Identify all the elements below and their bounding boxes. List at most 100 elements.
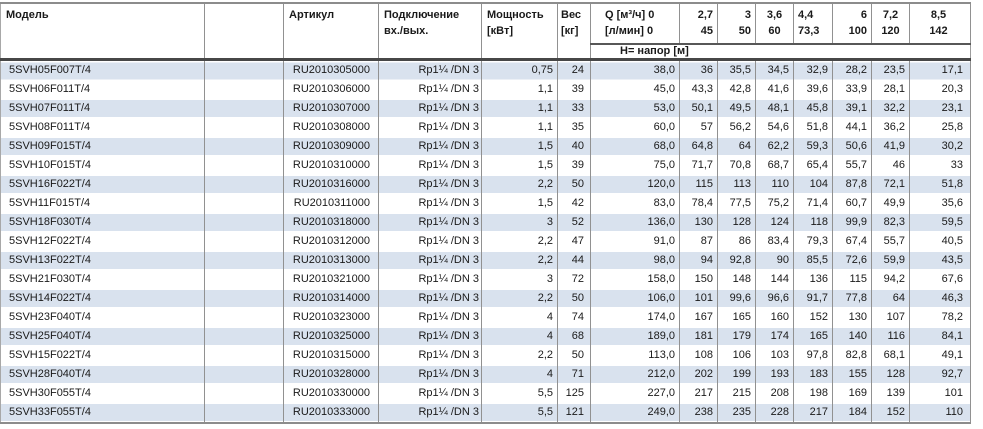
head-value-cell: 106 <box>717 346 756 365</box>
power-cell: 1,1 <box>481 99 558 118</box>
model-cell: 5SVH10F015T/4 <box>0 156 205 175</box>
head-value-cell: 59,5 <box>909 213 971 232</box>
head-value-cell: 96,6 <box>755 289 794 308</box>
head-value-cell: 107 <box>871 308 910 327</box>
head-value-cell: 48,1 <box>755 99 794 118</box>
weight-cell: 50 <box>557 346 591 365</box>
model-cell: 5SVH18F030T/4 <box>0 213 205 232</box>
article-cell: RU2010310000 <box>283 156 379 175</box>
head-value-cell: 72,1 <box>871 175 910 194</box>
weight-cell: 52 <box>557 213 591 232</box>
head-value-cell: 94,2 <box>871 270 910 289</box>
head-value-cell: 33 <box>909 156 971 175</box>
head-value-cell: 67,6 <box>909 270 971 289</box>
head-value-cell: 41,9 <box>871 137 910 156</box>
weight-cell: 71 <box>557 365 591 384</box>
power-cell: 5,5 <box>481 403 558 423</box>
head-value-cell: 152 <box>871 403 910 423</box>
article-cell: RU2010309000 <box>283 137 379 156</box>
head-value-cell: 51,8 <box>793 118 833 137</box>
weight-cell: 50 <box>557 289 591 308</box>
head-value-cell: 193 <box>755 365 794 384</box>
table-row: 5SVH30F055T/4 RU2010330000 Rp1¼ /DN 3 5,5 12… <box>0 384 971 403</box>
connection-cell: Rp1¼ /DN 3 <box>378 327 482 346</box>
article-cell: RU2010308000 <box>283 118 379 137</box>
head-value-cell: 92,8 <box>717 251 756 270</box>
flow-lmin-label: 50 <box>738 25 751 37</box>
head-value-cell: 75,0 <box>590 156 680 175</box>
head-value-cell: 42,8 <box>717 80 756 99</box>
weight-cell: 74 <box>557 308 591 327</box>
empty-cell <box>204 137 284 156</box>
head-value-cell: 82,8 <box>832 346 872 365</box>
connection-cell: Rp1¼ /DN 3 <box>378 232 482 251</box>
column-header-connection: Подключение вх./вых. <box>378 3 482 60</box>
model-cell: 5SVH16F022T/4 <box>0 175 205 194</box>
head-value-cell: 217 <box>793 403 833 423</box>
table-row: 5SVH11F015T/4 RU2010311000 Rp1¼ /DN 3 1,5 42… <box>0 194 971 213</box>
weight-cell: 44 <box>557 251 591 270</box>
head-value-cell: 139 <box>871 384 910 403</box>
empty-cell <box>204 80 284 99</box>
head-value-cell: 106,0 <box>590 289 680 308</box>
empty-cell <box>204 384 284 403</box>
table-row: 5SVH13F022T/4 RU2010313000 Rp1¼ /DN 3 2,2 44… <box>0 251 971 270</box>
flow-header-line2: [л/мин] 0 <box>605 25 654 37</box>
weight-cell: 47 <box>557 232 591 251</box>
power-cell: 4 <box>481 365 558 384</box>
head-value-cell: 91,7 <box>793 289 833 308</box>
power-cell: 3 <box>481 270 558 289</box>
head-value-cell: 77,5 <box>717 194 756 213</box>
head-row-label: Н= напор [м] <box>590 43 971 60</box>
head-value-cell: 83,4 <box>755 232 794 251</box>
head-value-cell: 23,1 <box>909 99 971 118</box>
column-header-flow-6: 7,2 120 <box>871 3 910 44</box>
table-row: 5SVH23F040T/4 RU2010323000 Rp1¼ /DN 3 4 74 17… <box>0 308 971 327</box>
head-value-cell: 144 <box>755 270 794 289</box>
connection-header-line2: вх./вых. <box>384 25 429 37</box>
empty-cell <box>204 270 284 289</box>
power-cell: 2,2 <box>481 289 558 308</box>
head-value-cell: 68,1 <box>871 346 910 365</box>
empty-cell <box>204 175 284 194</box>
head-value-cell: 208 <box>755 384 794 403</box>
flow-m3h-label: 4,4 <box>798 9 814 21</box>
head-value-cell: 199 <box>717 365 756 384</box>
head-value-cell: 101 <box>679 289 718 308</box>
head-value-cell: 158,0 <box>590 270 680 289</box>
power-cell: 4 <box>481 308 558 327</box>
head-value-cell: 82,3 <box>871 213 910 232</box>
power-cell: 5,5 <box>481 384 558 403</box>
head-value-cell: 217 <box>679 384 718 403</box>
connection-cell: Rp1¼ /DN 3 <box>378 346 482 365</box>
article-cell: RU2010321000 <box>283 270 379 289</box>
empty-cell <box>204 251 284 270</box>
head-value-cell: 45,8 <box>793 99 833 118</box>
connection-cell: Rp1¼ /DN 3 <box>378 137 482 156</box>
article-cell: RU2010323000 <box>283 308 379 327</box>
head-value-cell: 97,8 <box>793 346 833 365</box>
head-value-cell: 64 <box>717 137 756 156</box>
head-value-cell: 174 <box>755 327 794 346</box>
article-cell: RU2010315000 <box>283 346 379 365</box>
head-value-cell: 130 <box>832 308 872 327</box>
weight-header-line1: Вес <box>561 9 582 21</box>
head-value-cell: 30,2 <box>909 137 971 156</box>
head-value-cell: 113,0 <box>590 346 680 365</box>
head-value-cell: 41,6 <box>755 80 794 99</box>
head-value-cell: 55,7 <box>832 156 872 175</box>
column-header-flow-1: 2,7 45 <box>679 3 718 44</box>
head-value-cell: 136,0 <box>590 213 680 232</box>
head-value-cell: 35,6 <box>909 194 971 213</box>
connection-cell: Rp1¼ /DN 3 <box>378 118 482 137</box>
table-body: 5SVH05F007T/4 RU2010305000 Rp1¼ /DN 3 0,75 2… <box>0 58 971 423</box>
empty-cell <box>204 289 284 308</box>
head-value-cell: 71,7 <box>679 156 718 175</box>
model-cell: 5SVH09F015T/4 <box>0 137 205 156</box>
head-value-cell: 116 <box>871 327 910 346</box>
connection-cell: Rp1¼ /DN 3 <box>378 213 482 232</box>
head-value-cell: 99,9 <box>832 213 872 232</box>
empty-cell <box>204 327 284 346</box>
power-cell: 1,5 <box>481 194 558 213</box>
